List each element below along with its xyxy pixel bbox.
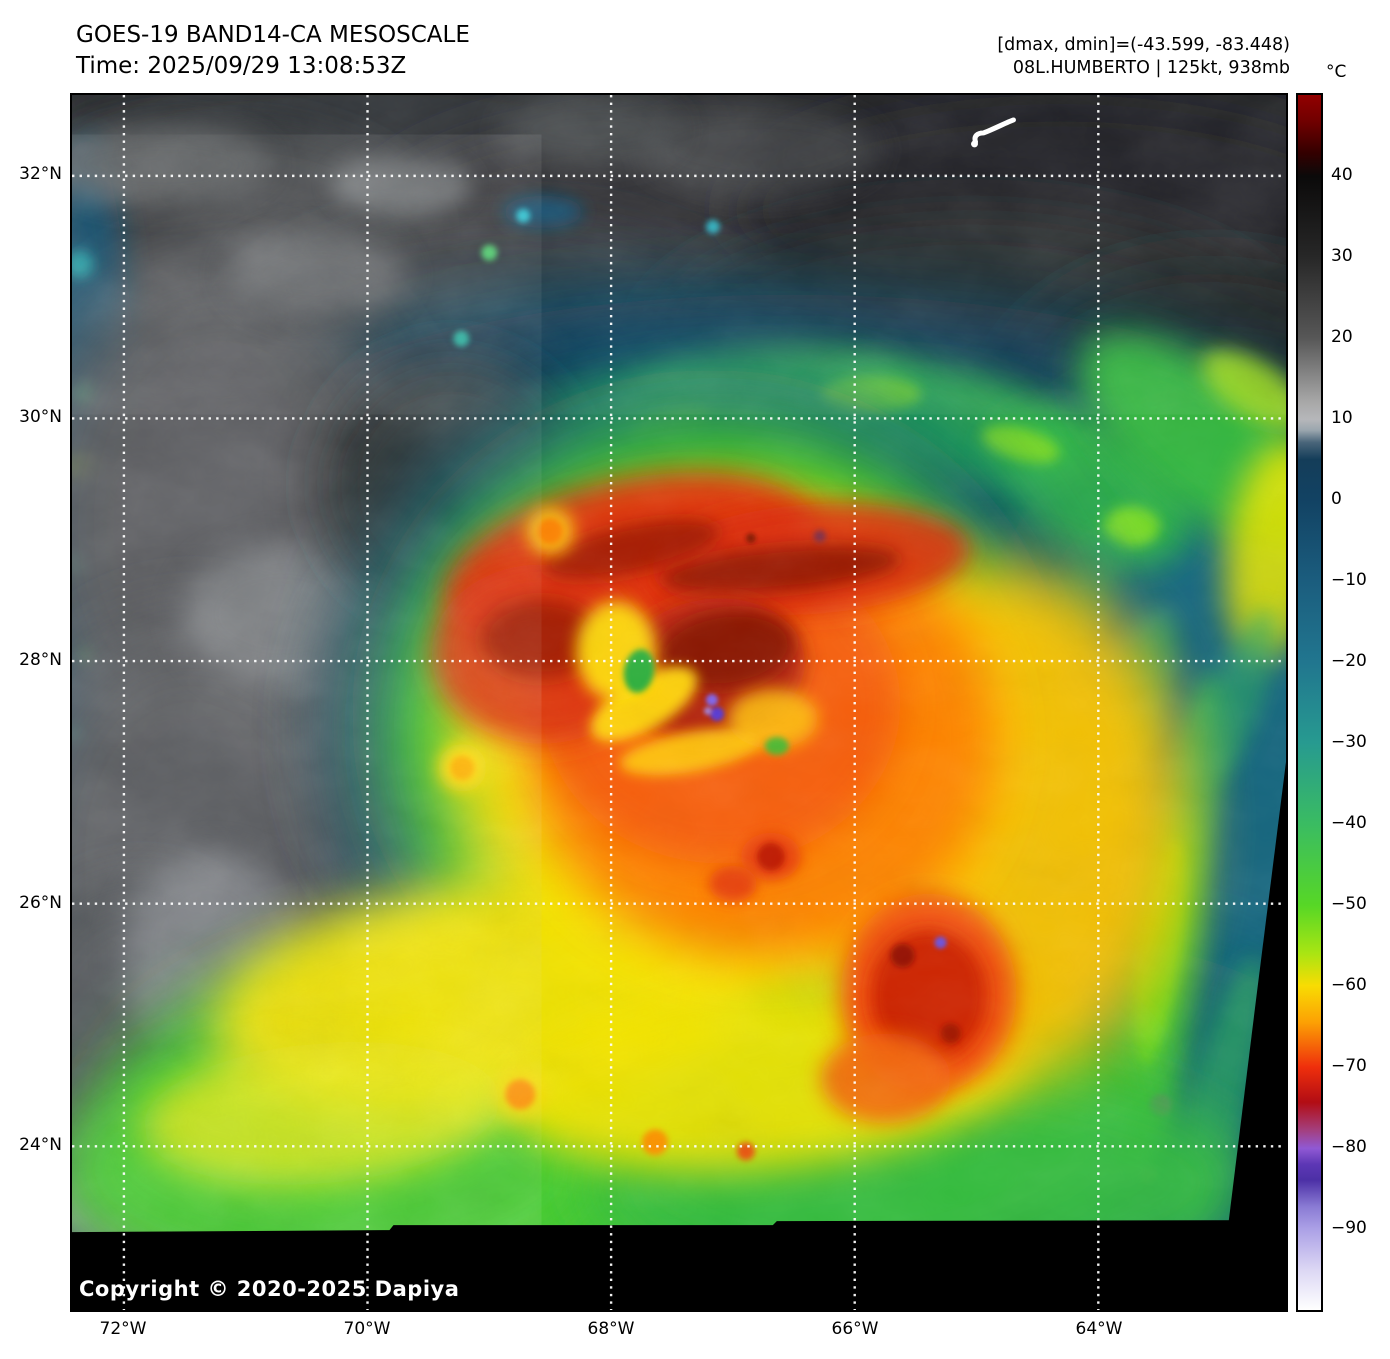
title-line-2: Time: 2025/09/29 13:08:53Z <box>76 53 407 79</box>
plot-title: GOES-19 BAND14-CA MESOSCALE Time: 2025/0… <box>76 20 470 82</box>
lon-tick-64w: 64°W <box>1075 1319 1123 1339</box>
cbar-tick-minus80: −80 <box>1331 1137 1367 1157</box>
lat-tick-30n: 30°N <box>19 407 62 427</box>
lon-tick-66w: 66°W <box>831 1319 879 1339</box>
cbar-tick-minus40: −40 <box>1331 813 1367 833</box>
colorbar <box>1296 93 1323 1312</box>
lat-tick-24n: 24°N <box>19 1135 62 1155</box>
title-line-1: GOES-19 BAND14-CA MESOSCALE <box>76 22 470 48</box>
copyright-label: Copyright © 2020-2025 Dapiya <box>79 1277 460 1301</box>
lon-tick-72w: 72°W <box>99 1319 147 1339</box>
cbar-tick-40: 40 <box>1331 165 1353 185</box>
lon-tick-70w: 70°W <box>343 1319 391 1339</box>
cbar-tick-minus30: −30 <box>1331 732 1367 752</box>
graticule-gridlines <box>72 95 1286 1310</box>
annotation-storm-intensity: 08L.HUMBERTO | 125kt, 938mb <box>1012 58 1290 78</box>
annotation-dmax-dmin: [dmax, dmin]=(-43.599, -83.448) <box>997 35 1290 55</box>
cbar-tick-30: 30 <box>1331 246 1353 266</box>
cbar-tick-minus90: −90 <box>1331 1218 1367 1238</box>
cbar-tick-minus50: −50 <box>1331 894 1367 914</box>
lon-tick-68w: 68°W <box>587 1319 635 1339</box>
bermuda-island <box>971 117 1016 148</box>
cbar-tick-minus60: −60 <box>1331 975 1367 995</box>
lat-tick-26n: 26°N <box>19 893 62 913</box>
satellite-scene <box>72 95 1286 1310</box>
lat-tick-32n: 32°N <box>19 164 62 184</box>
cbar-tick-20: 20 <box>1331 327 1353 347</box>
cbar-tick-minus70: −70 <box>1331 1056 1367 1076</box>
texture-overlay <box>72 95 1286 1310</box>
satellite-map <box>70 93 1288 1312</box>
no-data-mask <box>72 761 1286 1310</box>
cbar-tick-0: 0 <box>1331 489 1342 509</box>
cbar-tick-minus10: −10 <box>1331 570 1367 590</box>
cbar-tick-minus20: −20 <box>1331 651 1367 671</box>
lat-tick-28n: 28°N <box>19 650 62 670</box>
colorbar-unit-label: °C <box>1326 62 1347 82</box>
cbar-tick-10: 10 <box>1331 408 1353 428</box>
storm-annotation: [dmax, dmin]=(-43.599, -83.448) 08L.HUMB… <box>997 34 1290 80</box>
